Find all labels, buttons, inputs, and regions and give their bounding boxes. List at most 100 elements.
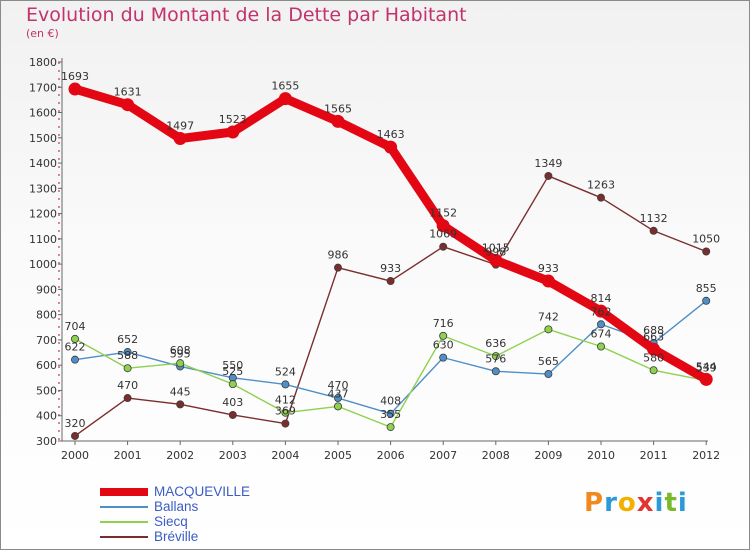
- y-tick-label: 700: [36, 334, 57, 347]
- data-point-bréville[interactable]: [228, 410, 237, 419]
- data-label: 630: [433, 339, 454, 352]
- legend-item-macqueville[interactable]: MACQUEVILLE: [100, 484, 250, 499]
- data-point-siecq[interactable]: [71, 334, 80, 343]
- data-point-bréville[interactable]: [176, 400, 185, 409]
- data-point-macqueville[interactable]: [121, 98, 135, 112]
- data-point-siecq[interactable]: [649, 366, 658, 375]
- data-label: 933: [538, 262, 559, 275]
- data-label: 588: [117, 349, 138, 362]
- data-point-siecq[interactable]: [386, 423, 395, 432]
- data-label: 1565: [324, 102, 352, 115]
- data-point-macqueville[interactable]: [647, 342, 661, 356]
- legend: MACQUEVILLE Ballans Siecq Bréville: [100, 484, 250, 544]
- data-label: 412: [275, 394, 296, 407]
- legend-item-ballans[interactable]: Ballans: [100, 499, 250, 514]
- data-label: 855: [696, 282, 717, 295]
- y-tick-label: 1400: [29, 157, 57, 170]
- x-tick-label: 2007: [429, 449, 457, 462]
- logo-letter: o: [617, 488, 637, 518]
- data-point-bréville[interactable]: [123, 394, 132, 403]
- logo-letter: i: [654, 488, 665, 518]
- chart-title: Evolution du Montant de la Dette par Hab…: [26, 4, 467, 26]
- data-point-siecq[interactable]: [439, 331, 448, 340]
- data-point-bréville[interactable]: [649, 226, 658, 235]
- data-point-macqueville[interactable]: [226, 125, 240, 139]
- data-point-macqueville[interactable]: [331, 114, 345, 128]
- data-point-siecq[interactable]: [333, 402, 342, 411]
- legend-item-breville[interactable]: Bréville: [100, 529, 250, 544]
- data-point-siecq[interactable]: [544, 325, 553, 334]
- data-point-macqueville[interactable]: [68, 82, 82, 96]
- proxiti-logo[interactable]: Proxiti: [584, 488, 688, 518]
- data-label: 762: [591, 305, 612, 318]
- data-point-ballans[interactable]: [71, 355, 80, 364]
- data-point-siecq[interactable]: [123, 364, 132, 373]
- data-point-ballans[interactable]: [333, 394, 342, 403]
- data-point-ballans[interactable]: [281, 380, 290, 389]
- x-tick-label: 2005: [324, 449, 352, 462]
- data-label: 1631: [114, 86, 142, 99]
- data-point-bréville[interactable]: [386, 277, 395, 286]
- data-point-bréville[interactable]: [439, 242, 448, 251]
- data-label: 1523: [219, 113, 247, 126]
- data-point-macqueville[interactable]: [436, 219, 450, 233]
- data-point-ballans[interactable]: [491, 367, 500, 376]
- y-tick-label: 1100: [29, 233, 57, 246]
- data-point-ballans[interactable]: [439, 353, 448, 362]
- data-point-bréville[interactable]: [597, 193, 606, 202]
- data-point-siecq[interactable]: [491, 352, 500, 361]
- data-point-bréville[interactable]: [333, 263, 342, 272]
- data-label: 403: [222, 396, 243, 409]
- x-tick-label: 2002: [166, 449, 194, 462]
- logo-letter: x: [636, 488, 655, 518]
- data-label: 636: [485, 337, 506, 350]
- data-label: 1693: [61, 70, 89, 83]
- data-point-bréville[interactable]: [281, 419, 290, 428]
- data-point-siecq[interactable]: [176, 359, 185, 368]
- legend-item-siecq[interactable]: Siecq: [100, 514, 250, 529]
- data-label: 1349: [534, 157, 562, 170]
- data-point-macqueville[interactable]: [384, 140, 398, 154]
- data-point-ballans[interactable]: [123, 348, 132, 357]
- y-tick-label: 1200: [29, 208, 57, 221]
- data-label: 408: [380, 395, 401, 408]
- data-label: 550: [222, 359, 243, 372]
- legend-label: MACQUEVILLE: [154, 484, 251, 499]
- data-point-macqueville[interactable]: [541, 274, 555, 288]
- data-point-macqueville[interactable]: [489, 253, 503, 267]
- data-point-siecq[interactable]: [281, 408, 290, 417]
- data-point-bréville[interactable]: [544, 171, 553, 180]
- x-tick-label: 2001: [114, 449, 142, 462]
- data-point-macqueville[interactable]: [173, 132, 187, 146]
- data-point-macqueville[interactable]: [699, 372, 713, 386]
- x-tick-label: 2009: [534, 449, 562, 462]
- data-point-siecq[interactable]: [228, 380, 237, 389]
- data-label: 1132: [640, 212, 668, 225]
- legend-label: Siecq: [154, 514, 188, 529]
- data-point-ballans[interactable]: [544, 370, 553, 379]
- y-tick-label: 600: [36, 359, 57, 372]
- data-label: 524: [275, 365, 296, 378]
- data-label: 1152: [429, 207, 457, 220]
- data-point-siecq[interactable]: [597, 342, 606, 351]
- y-tick-label: 1000: [29, 258, 57, 271]
- legend-swatch: [100, 505, 148, 508]
- data-point-macqueville[interactable]: [278, 92, 292, 106]
- logo-letter: i: [677, 488, 688, 518]
- axes: 300 400 500 600 700 800 900 1000 1100 1200 1300 140…: [29, 56, 720, 462]
- y-tick-label: 400: [36, 410, 57, 423]
- data-point-bréville[interactable]: [71, 431, 80, 440]
- data-point-ballans[interactable]: [386, 409, 395, 418]
- data-point-macqueville[interactable]: [594, 304, 608, 318]
- data-label: 608: [170, 344, 191, 357]
- data-label: 470: [117, 379, 138, 392]
- data-label: 1263: [587, 179, 615, 192]
- data-label: 1655: [271, 80, 299, 93]
- data-label: 933: [380, 262, 401, 275]
- data-point-ballans[interactable]: [597, 320, 606, 329]
- x-tick-label: 2004: [271, 449, 299, 462]
- data-point-ballans[interactable]: [702, 296, 711, 305]
- data-point-bréville[interactable]: [702, 247, 711, 256]
- logo-letter: t: [664, 488, 678, 518]
- logo-letter: P: [584, 488, 605, 518]
